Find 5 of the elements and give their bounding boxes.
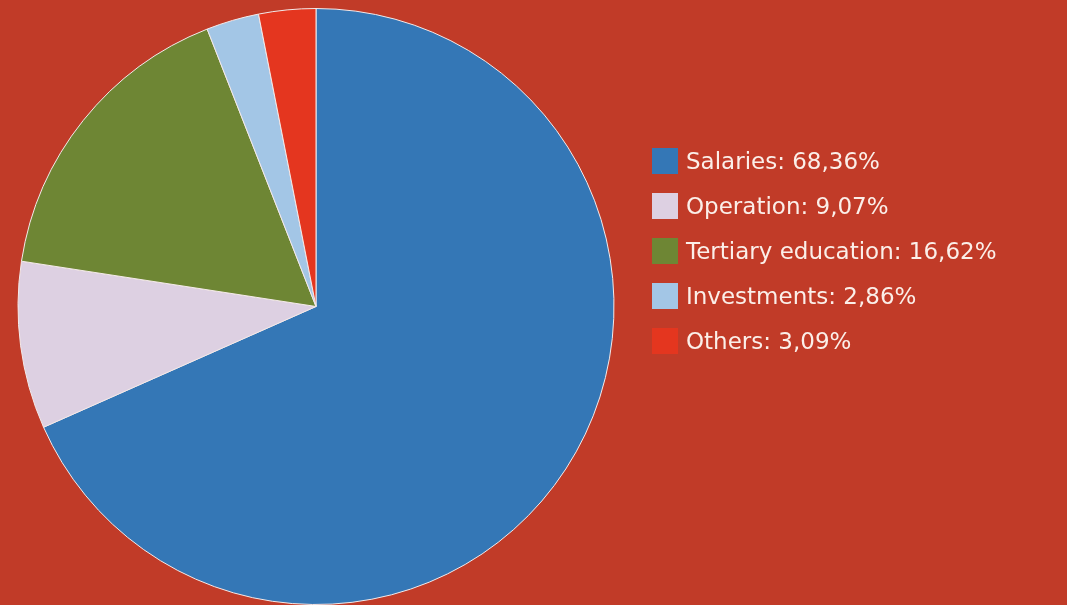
legend-label: Investments: 2,86% bbox=[686, 283, 917, 309]
legend-label: Salaries: 68,36% bbox=[686, 148, 880, 174]
legend-label: Tertiary education: 16,62% bbox=[686, 238, 997, 264]
legend-label: Operation: 9,07% bbox=[686, 193, 889, 219]
legend-label: Others: 3,09% bbox=[686, 328, 852, 354]
